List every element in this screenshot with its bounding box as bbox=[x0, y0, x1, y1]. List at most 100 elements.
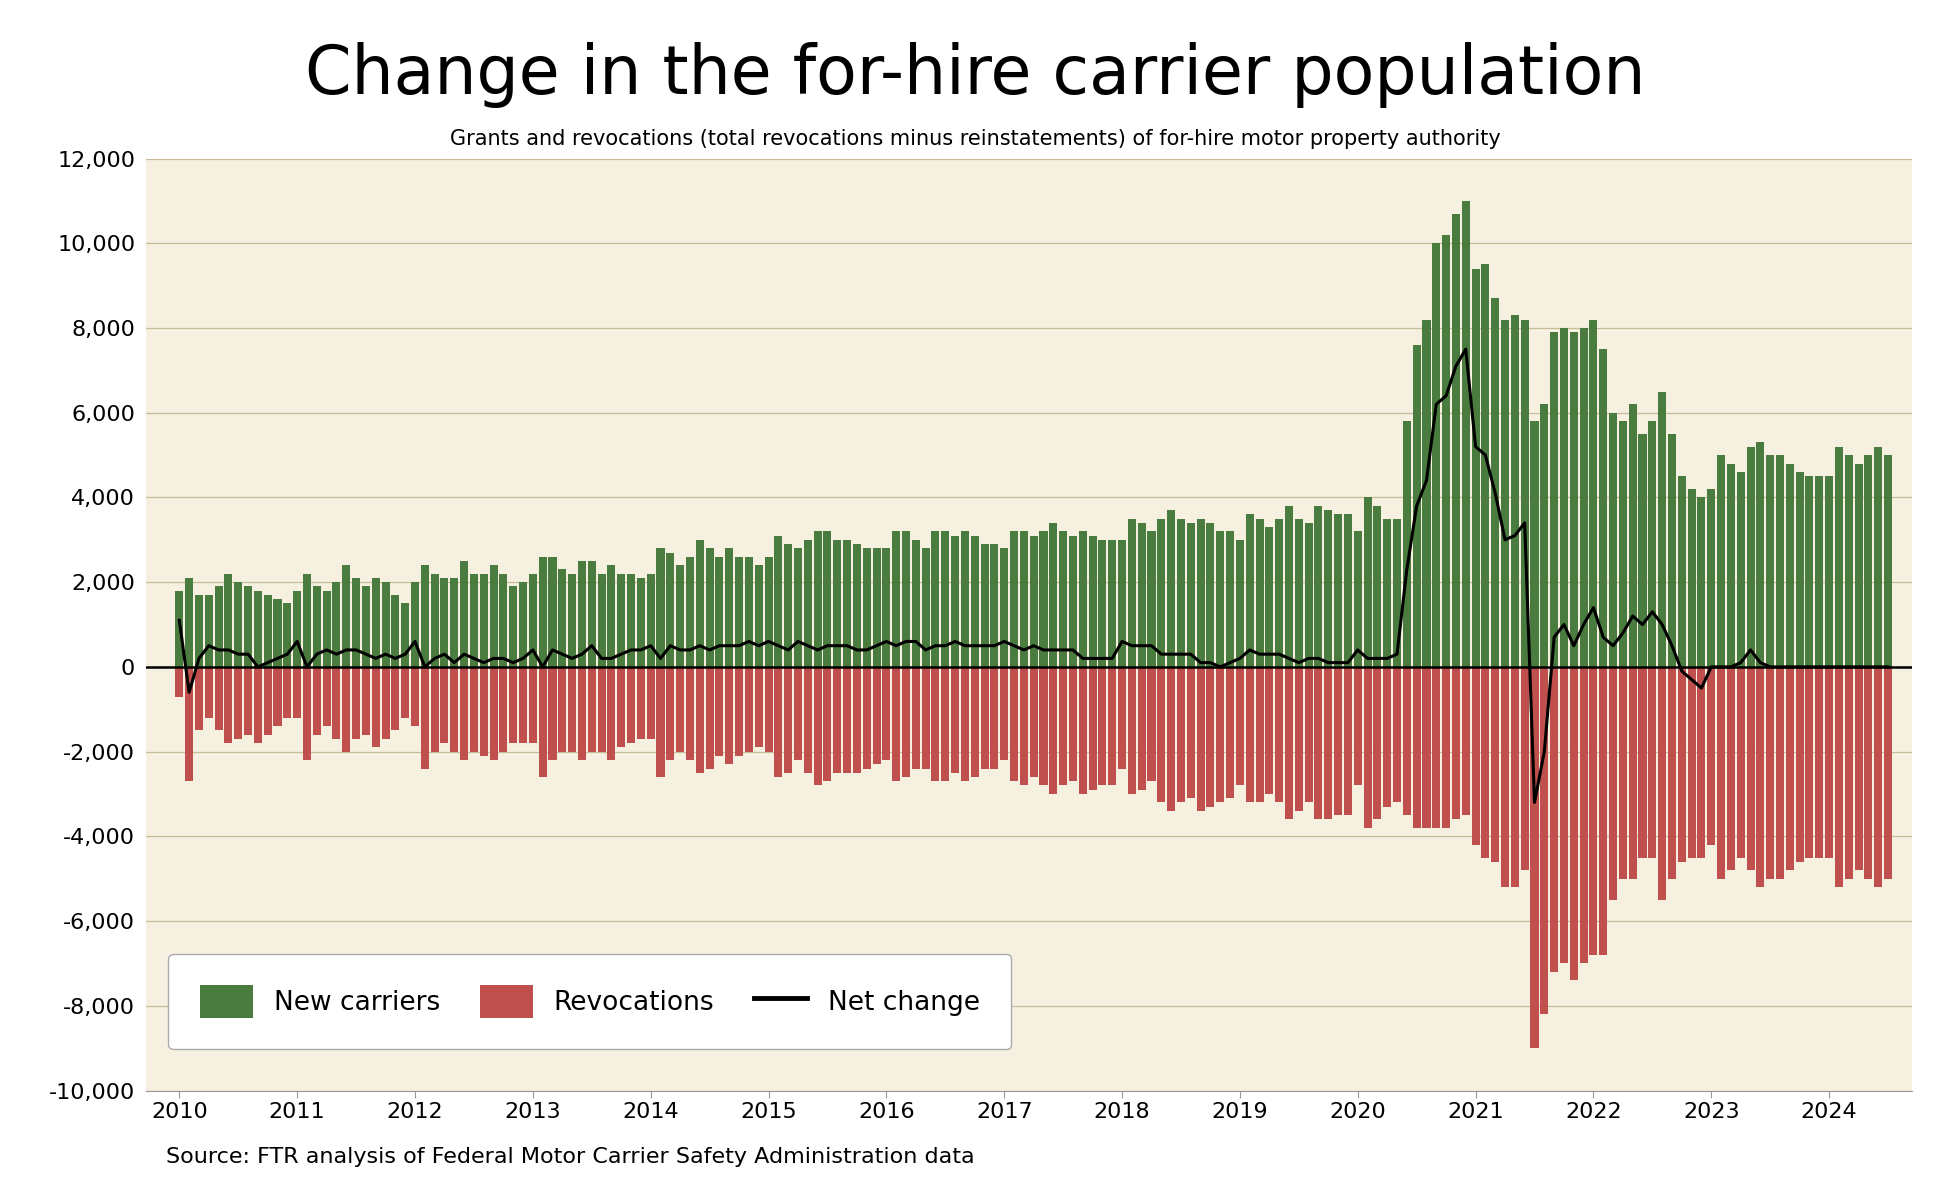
Bar bbox=[617, 667, 624, 747]
Bar bbox=[441, 578, 449, 667]
Bar bbox=[962, 667, 970, 782]
Bar bbox=[1079, 531, 1087, 667]
Bar bbox=[431, 667, 439, 752]
Bar bbox=[244, 667, 252, 735]
Net change bbox=[1288, 656, 1311, 670]
Bar bbox=[1766, 667, 1773, 879]
Bar bbox=[1137, 667, 1145, 790]
Bar bbox=[1167, 510, 1175, 667]
Bar bbox=[1678, 477, 1686, 667]
Bar bbox=[1215, 531, 1225, 667]
Bar bbox=[283, 667, 291, 718]
Bar bbox=[509, 667, 517, 743]
Bar bbox=[224, 574, 232, 667]
Net change bbox=[168, 613, 191, 627]
Bar bbox=[392, 667, 400, 730]
Bar bbox=[451, 578, 458, 667]
Bar bbox=[716, 557, 724, 667]
Bar bbox=[911, 667, 919, 769]
Bar bbox=[1206, 522, 1214, 667]
Bar bbox=[1108, 539, 1116, 667]
Bar bbox=[234, 667, 242, 739]
Bar bbox=[1225, 531, 1235, 667]
Bar bbox=[341, 566, 351, 667]
Bar bbox=[1128, 667, 1135, 794]
Bar bbox=[519, 582, 527, 667]
Bar bbox=[794, 667, 802, 760]
Bar bbox=[490, 667, 498, 760]
Bar bbox=[1520, 667, 1530, 871]
Bar bbox=[921, 667, 931, 769]
Bar bbox=[577, 561, 585, 667]
Bar bbox=[283, 603, 291, 667]
Bar bbox=[1520, 319, 1530, 667]
Bar bbox=[1865, 667, 1873, 879]
Bar bbox=[1814, 667, 1824, 858]
Bar bbox=[1855, 464, 1863, 667]
Bar bbox=[745, 667, 753, 752]
Bar bbox=[1069, 536, 1077, 667]
Bar bbox=[519, 667, 527, 743]
Bar bbox=[607, 566, 615, 667]
Bar bbox=[1846, 667, 1853, 879]
Bar bbox=[1256, 519, 1264, 667]
Bar bbox=[1206, 667, 1214, 807]
Text: Source: FTR analysis of Federal Motor Carrier Safety Administration data: Source: FTR analysis of Federal Motor Ca… bbox=[166, 1147, 974, 1167]
Bar bbox=[1266, 527, 1274, 667]
Bar bbox=[991, 667, 999, 769]
Bar bbox=[1590, 319, 1598, 667]
Bar bbox=[950, 536, 960, 667]
Bar bbox=[687, 667, 695, 760]
Bar bbox=[195, 594, 203, 667]
Bar bbox=[322, 591, 330, 667]
Bar bbox=[1805, 667, 1814, 858]
Bar bbox=[892, 667, 899, 782]
Bar bbox=[215, 586, 222, 667]
Bar bbox=[726, 667, 734, 764]
Bar bbox=[263, 667, 271, 735]
Bar bbox=[1040, 531, 1048, 667]
Bar bbox=[1775, 455, 1783, 667]
Bar bbox=[1668, 667, 1676, 879]
Bar bbox=[931, 667, 940, 782]
Bar bbox=[1785, 464, 1793, 667]
Bar bbox=[1491, 298, 1498, 667]
Bar bbox=[1245, 514, 1254, 667]
Bar bbox=[499, 667, 507, 752]
Bar bbox=[402, 667, 410, 718]
Bar bbox=[1717, 455, 1725, 667]
Bar bbox=[1432, 667, 1440, 827]
Bar bbox=[1875, 447, 1883, 667]
Bar bbox=[499, 574, 507, 667]
Bar bbox=[1510, 667, 1520, 888]
Bar bbox=[312, 586, 320, 667]
Bar bbox=[1050, 667, 1057, 794]
Bar bbox=[1422, 667, 1430, 827]
Text: Change in the for-hire carrier population: Change in the for-hire carrier populatio… bbox=[304, 42, 1647, 108]
Bar bbox=[1364, 497, 1372, 667]
Bar bbox=[1325, 510, 1333, 667]
Bar bbox=[205, 667, 213, 718]
Bar bbox=[1364, 667, 1372, 827]
Bar bbox=[853, 544, 860, 667]
Bar bbox=[460, 667, 468, 760]
Bar bbox=[244, 586, 252, 667]
Bar bbox=[823, 667, 831, 782]
Bar bbox=[950, 667, 960, 772]
Bar bbox=[804, 667, 812, 772]
Bar bbox=[1746, 667, 1754, 871]
Bar bbox=[1875, 667, 1883, 888]
Bar bbox=[784, 544, 792, 667]
Bar bbox=[529, 574, 537, 667]
Net change bbox=[1631, 617, 1654, 632]
Bar bbox=[1500, 667, 1508, 888]
Bar bbox=[1176, 519, 1184, 667]
Bar bbox=[1571, 667, 1578, 980]
Bar bbox=[882, 549, 890, 667]
Bar bbox=[656, 549, 665, 667]
Bar bbox=[302, 574, 310, 667]
Bar bbox=[1766, 455, 1773, 667]
Bar bbox=[1305, 522, 1313, 667]
Bar bbox=[843, 539, 851, 667]
Bar bbox=[706, 549, 714, 667]
